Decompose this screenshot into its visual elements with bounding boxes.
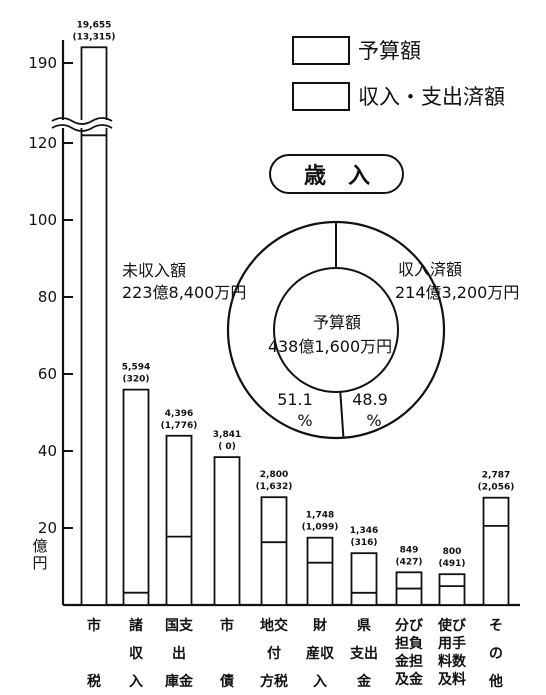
donut-center-label: 予算額 (313, 313, 361, 332)
unpaid-amount: 223億8,400万円 (122, 283, 246, 302)
y-axis-label: 億円 (32, 537, 47, 572)
y-unit-0: 億 (32, 537, 47, 555)
legend-swatch-budget (292, 36, 350, 65)
category-label-7-1: 担負 (395, 635, 423, 652)
category-label-7-3: 及金 (395, 671, 424, 688)
budget-label-8: 800 (443, 547, 462, 557)
actual-label-6: (316) (350, 538, 377, 548)
bar-budget-0 (80, 46, 108, 606)
category-label-4-1: 付 (267, 645, 281, 662)
y-tick-label-5: 120 (28, 134, 57, 152)
y-tick-label-4: 100 (28, 211, 57, 229)
bar-budget-8 (438, 573, 466, 606)
budget-label-3: 3,841 (213, 430, 241, 440)
y-ticks: 20 40 60 80 100 120 190 (28, 54, 73, 537)
unpaid-label: 未収入額 (122, 261, 186, 280)
category-label-8-1: 用手 (438, 635, 466, 652)
donut-center-value: 438億1,600万円 (268, 337, 392, 356)
actual-label-8: (491) (438, 559, 465, 569)
y-tick-label-3: 80 (38, 288, 57, 306)
category-label-5-1: 産収 (306, 645, 335, 662)
axis-break (51, 117, 113, 132)
break-line-upper (51, 117, 113, 125)
legend-label-actual: 収入・支出済額 (358, 85, 505, 109)
budget-label-7: 849 (400, 545, 419, 555)
actual-label-1: (320) (122, 375, 149, 385)
budget-label-0: 19,655 (77, 20, 112, 30)
category-label-8-3: 及料 (438, 671, 466, 688)
actual-label-4: (1,632) (256, 482, 293, 492)
budget-label-2: 4,396 (165, 409, 193, 419)
category-labels: 市税諸収入国支出庫金市債地交付方税財産収入県支出金分び担負金担及金使び用手料数及… (87, 617, 503, 690)
category-label-1-0: 諸 (129, 617, 143, 634)
category-label-1-1: 収 (129, 645, 144, 662)
category-label-2-0: 国支 (165, 617, 194, 634)
received-amount: 214億3,200万円 (395, 283, 519, 302)
category-label-3-2: 債 (219, 673, 234, 690)
bar-budget-2 (165, 434, 193, 606)
category-label-4-2: 方税 (260, 673, 288, 690)
bar-budget-1 (122, 388, 150, 606)
category-label-0-2: 税 (87, 673, 101, 690)
bar-budget-5 (306, 536, 334, 606)
pct-received-value: 48.9 (352, 390, 388, 409)
received-label: 収入済額 (398, 260, 462, 279)
actual-label-9: (2,056) (478, 483, 515, 493)
y-tick-label-1: 40 (38, 442, 57, 460)
y-tick-label-0: 20 (38, 519, 57, 537)
category-label-8-2: 料数 (438, 653, 467, 670)
category-label-2-1: 出 (172, 645, 186, 662)
legend: 予算額 収入・支出済額 (292, 36, 505, 111)
budget-label-4: 2,800 (260, 470, 288, 480)
category-label-7-2: 金担 (394, 653, 423, 670)
chart-title-frame (269, 154, 404, 194)
category-label-6-1: 支出 (349, 645, 378, 662)
category-label-9-2: 他 (488, 673, 503, 690)
legend-label-budget: 予算額 (358, 39, 421, 63)
legend-swatch-actual (292, 82, 350, 111)
category-label-3-0: 市 (220, 617, 234, 634)
category-label-9-1: の (489, 646, 503, 662)
category-label-4-0: 地交 (260, 617, 288, 634)
actual-label-5: (1,099) (302, 523, 339, 533)
category-label-5-0: 財 (312, 617, 327, 634)
pct-unpaid-value: 51.1 (277, 390, 313, 409)
actual-label-7: (427) (395, 557, 422, 567)
chart-title: 歳 入 (304, 164, 370, 189)
category-label-8-0: 使び (437, 617, 467, 634)
actual-label-2: (1,776) (161, 421, 198, 431)
bar-budget-9 (482, 496, 510, 606)
y-tick-label-6: 190 (28, 54, 57, 72)
y-tick-label-2: 60 (38, 365, 57, 383)
category-label-5-2: 入 (313, 674, 327, 690)
budget-label-6: 1,346 (350, 526, 378, 536)
y-unit-1: 円 (32, 554, 47, 572)
category-label-1-2: 入 (129, 674, 143, 690)
category-label-7-0: 分び (395, 618, 424, 634)
bar-budget-3 (213, 456, 241, 606)
budget-label-9: 2,787 (482, 471, 510, 481)
budget-label-5: 1,748 (306, 511, 334, 521)
actual-label-0: (13,315) (73, 32, 116, 42)
pct-unpaid-unit: % (297, 411, 312, 430)
break-line-lower (51, 124, 113, 132)
bars: 19,655 (13,315) 5,594 (320) 4,396 (1,776) 3,84… (73, 20, 515, 606)
category-label-6-2: 金 (356, 673, 372, 690)
category-label-0-0: 市 (87, 617, 101, 634)
category-label-2-2: 庫金 (165, 673, 194, 690)
pct-received-unit: % (366, 411, 381, 430)
category-label-9-0: そ (489, 618, 503, 634)
bar-budget-6 (350, 552, 378, 606)
bar-budget-4 (260, 496, 288, 606)
category-label-6-0: 県 (357, 618, 371, 634)
donut-divider-bottom (339, 391, 345, 438)
revenue-donut: 予算額 438億1,600万円 51.1 % 48.9 % (226, 220, 446, 440)
budget-label-1: 5,594 (122, 363, 150, 373)
actual-label-3: ( 0) (218, 442, 236, 452)
